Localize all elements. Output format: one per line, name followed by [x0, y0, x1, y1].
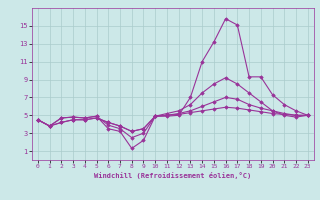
X-axis label: Windchill (Refroidissement éolien,°C): Windchill (Refroidissement éolien,°C)	[94, 172, 252, 179]
